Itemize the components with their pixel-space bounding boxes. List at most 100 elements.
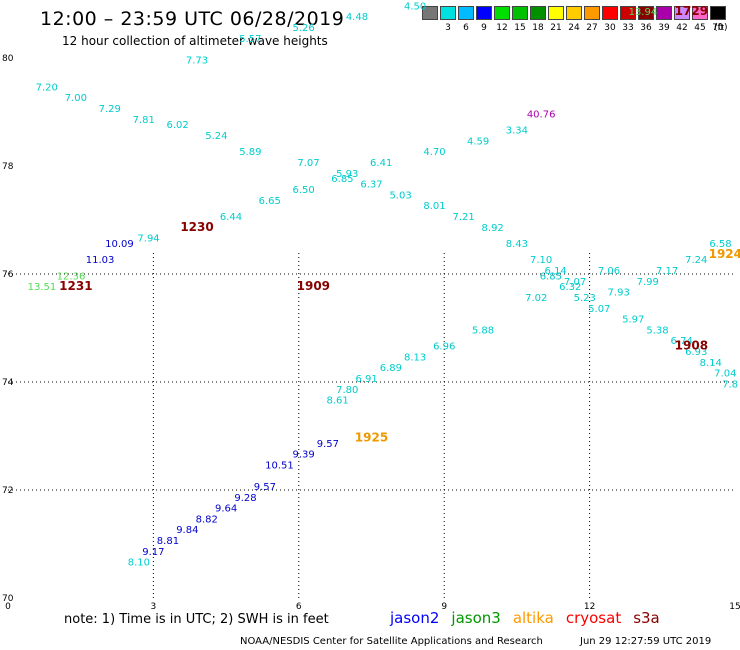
swh-value-label: 5.93: [336, 169, 358, 180]
swh-value-label: 6.37: [360, 180, 382, 191]
swh-value-label: 5.23: [574, 293, 596, 304]
color-scale-swatch: [440, 6, 456, 20]
track-time-label: 1909: [297, 279, 330, 293]
swh-value-label: 8.14: [700, 358, 722, 369]
x-tick-label: 12: [584, 602, 595, 612]
swh-value-label: 5.03: [389, 190, 411, 201]
swh-value-label: 7.81: [133, 115, 155, 126]
color-scale-label: 3: [445, 23, 451, 33]
color-scale-swatch: [710, 6, 726, 20]
track-time-label: 1231: [59, 279, 92, 293]
color-scale-swatch: [512, 6, 528, 20]
swh-value-label: 5.89: [239, 147, 261, 158]
color-scale-label: 33: [622, 23, 634, 33]
y-tick-label: 72: [2, 486, 13, 496]
color-scale-swatch: [674, 6, 690, 20]
color-scale-label: 30: [604, 23, 616, 33]
swh-value-label: 7.99: [637, 277, 659, 288]
swh-value-label: 9.28: [234, 493, 256, 504]
swh-value-label: 8.10: [128, 558, 150, 569]
color-scale-swatch: [494, 6, 510, 20]
swh-value-label: 6.89: [380, 363, 402, 374]
track-time-label: 1924: [709, 247, 740, 261]
swh-value-label: 7.20: [36, 82, 58, 93]
color-scale-swatch: [656, 6, 672, 20]
color-scale-label: 24: [568, 23, 580, 33]
swh-value-label: 7.73: [186, 55, 208, 66]
swh-value-label: 13.51: [28, 282, 57, 293]
swh-value-label: 9.57: [254, 482, 276, 493]
color-scale-swatch: [584, 6, 600, 20]
swh-value-label: 7.21: [452, 212, 474, 223]
swh-value-label: 4.59: [467, 136, 489, 147]
swh-value-label: 13.94: [629, 7, 658, 18]
color-scale-label: 18: [532, 23, 544, 33]
swh-value-label: 4.70: [423, 147, 445, 158]
axis-ticks: 0 3 6 9 12 15 70 72 74 76 78 80: [2, 54, 740, 612]
color-scale-label: 39: [658, 23, 670, 33]
swh-value-label: 8.81: [157, 536, 179, 547]
swh-value-label: 6.44: [220, 212, 242, 223]
page-title: 12:00 – 23:59 UTC 06/28/2019: [40, 8, 345, 30]
y-tick-label: 80: [2, 54, 14, 64]
swh-value-label: 6.32: [559, 282, 581, 293]
note-text: note: 1) Time is in UTC; 2) SWH is in fe…: [64, 612, 329, 627]
legend-jason3: jason3: [451, 609, 501, 627]
swh-value-label: 7.00: [65, 93, 87, 104]
swh-value-label: 5.88: [472, 325, 494, 336]
swh-value-label: 7.06: [598, 266, 620, 277]
swh-value-label: 9.17: [142, 547, 164, 558]
swh-value-label: 8.13: [404, 352, 426, 363]
swh-value-label: 3.34: [506, 126, 528, 137]
color-scale-swatch: [422, 6, 438, 20]
grid-layer: [8, 253, 735, 598]
swh-value-label: 9.57: [317, 439, 339, 450]
swh-value-label: 6.93: [685, 347, 707, 358]
color-scale-label: 15: [514, 23, 526, 33]
track-time-label: 1908: [675, 339, 708, 353]
color-scale-swatch: [566, 6, 582, 20]
swh-value-label: 40.76: [527, 109, 556, 120]
y-tick-label: 70: [2, 594, 14, 604]
swh-value-label: 11.03: [86, 255, 115, 266]
swh-value-label: 8.61: [326, 396, 348, 407]
color-scale-label: 36: [640, 23, 652, 33]
color-scale-swatch: [602, 6, 618, 20]
legend-cryosat: cryosat: [565, 609, 622, 627]
color-scale-label: 9: [481, 23, 487, 33]
x-tick-label: 9: [441, 602, 447, 612]
swh-value-label: 5.26: [293, 23, 315, 34]
track-time-label: 1230: [180, 220, 213, 234]
swh-value-label: 7.94: [137, 234, 159, 245]
swh-value-label: 6.02: [167, 120, 189, 131]
swh-value-label: 7.02: [525, 293, 547, 304]
swh-value-label: 6.65: [259, 196, 281, 207]
color-scale-label: 21: [550, 23, 562, 33]
swh-value-label: 6.85: [540, 271, 562, 282]
swh-value-label: 5.97: [622, 315, 644, 326]
color-scale-label: 42: [676, 23, 688, 33]
color-scale-swatch: [476, 6, 492, 20]
swh-value-label: 7.17: [656, 266, 678, 277]
swh-value-label: 6.41: [370, 158, 392, 169]
swh-value-label: 5.57: [239, 34, 261, 45]
color-scale-label: 70: [712, 23, 724, 33]
color-scale-swatch: [458, 6, 474, 20]
y-tick-label: 78: [2, 162, 14, 172]
swh-value-label: 10.51: [265, 460, 294, 471]
swh-value-label: 5.07: [588, 304, 610, 315]
swh-value-label: 8.43: [506, 239, 528, 250]
swh-value-label: 6.96: [433, 342, 455, 353]
swh-value-label: 6.74: [671, 336, 693, 347]
swh-value-label: 7.04: [714, 369, 736, 380]
color-scale-swatch: [530, 6, 546, 20]
swh-value-label: 8.92: [482, 223, 504, 234]
swh-value-label: 12.36: [57, 271, 86, 282]
color-scale-label: 45: [694, 23, 706, 33]
swh-value-label: 4.48: [346, 12, 368, 23]
swh-value-label: 7.24: [685, 255, 707, 266]
color-scale-unit: (ft): [714, 23, 728, 33]
footer-timestamp: Jun 29 12:27:59 UTC 2019: [580, 636, 712, 647]
swh-value-label: 7.8: [722, 379, 738, 390]
